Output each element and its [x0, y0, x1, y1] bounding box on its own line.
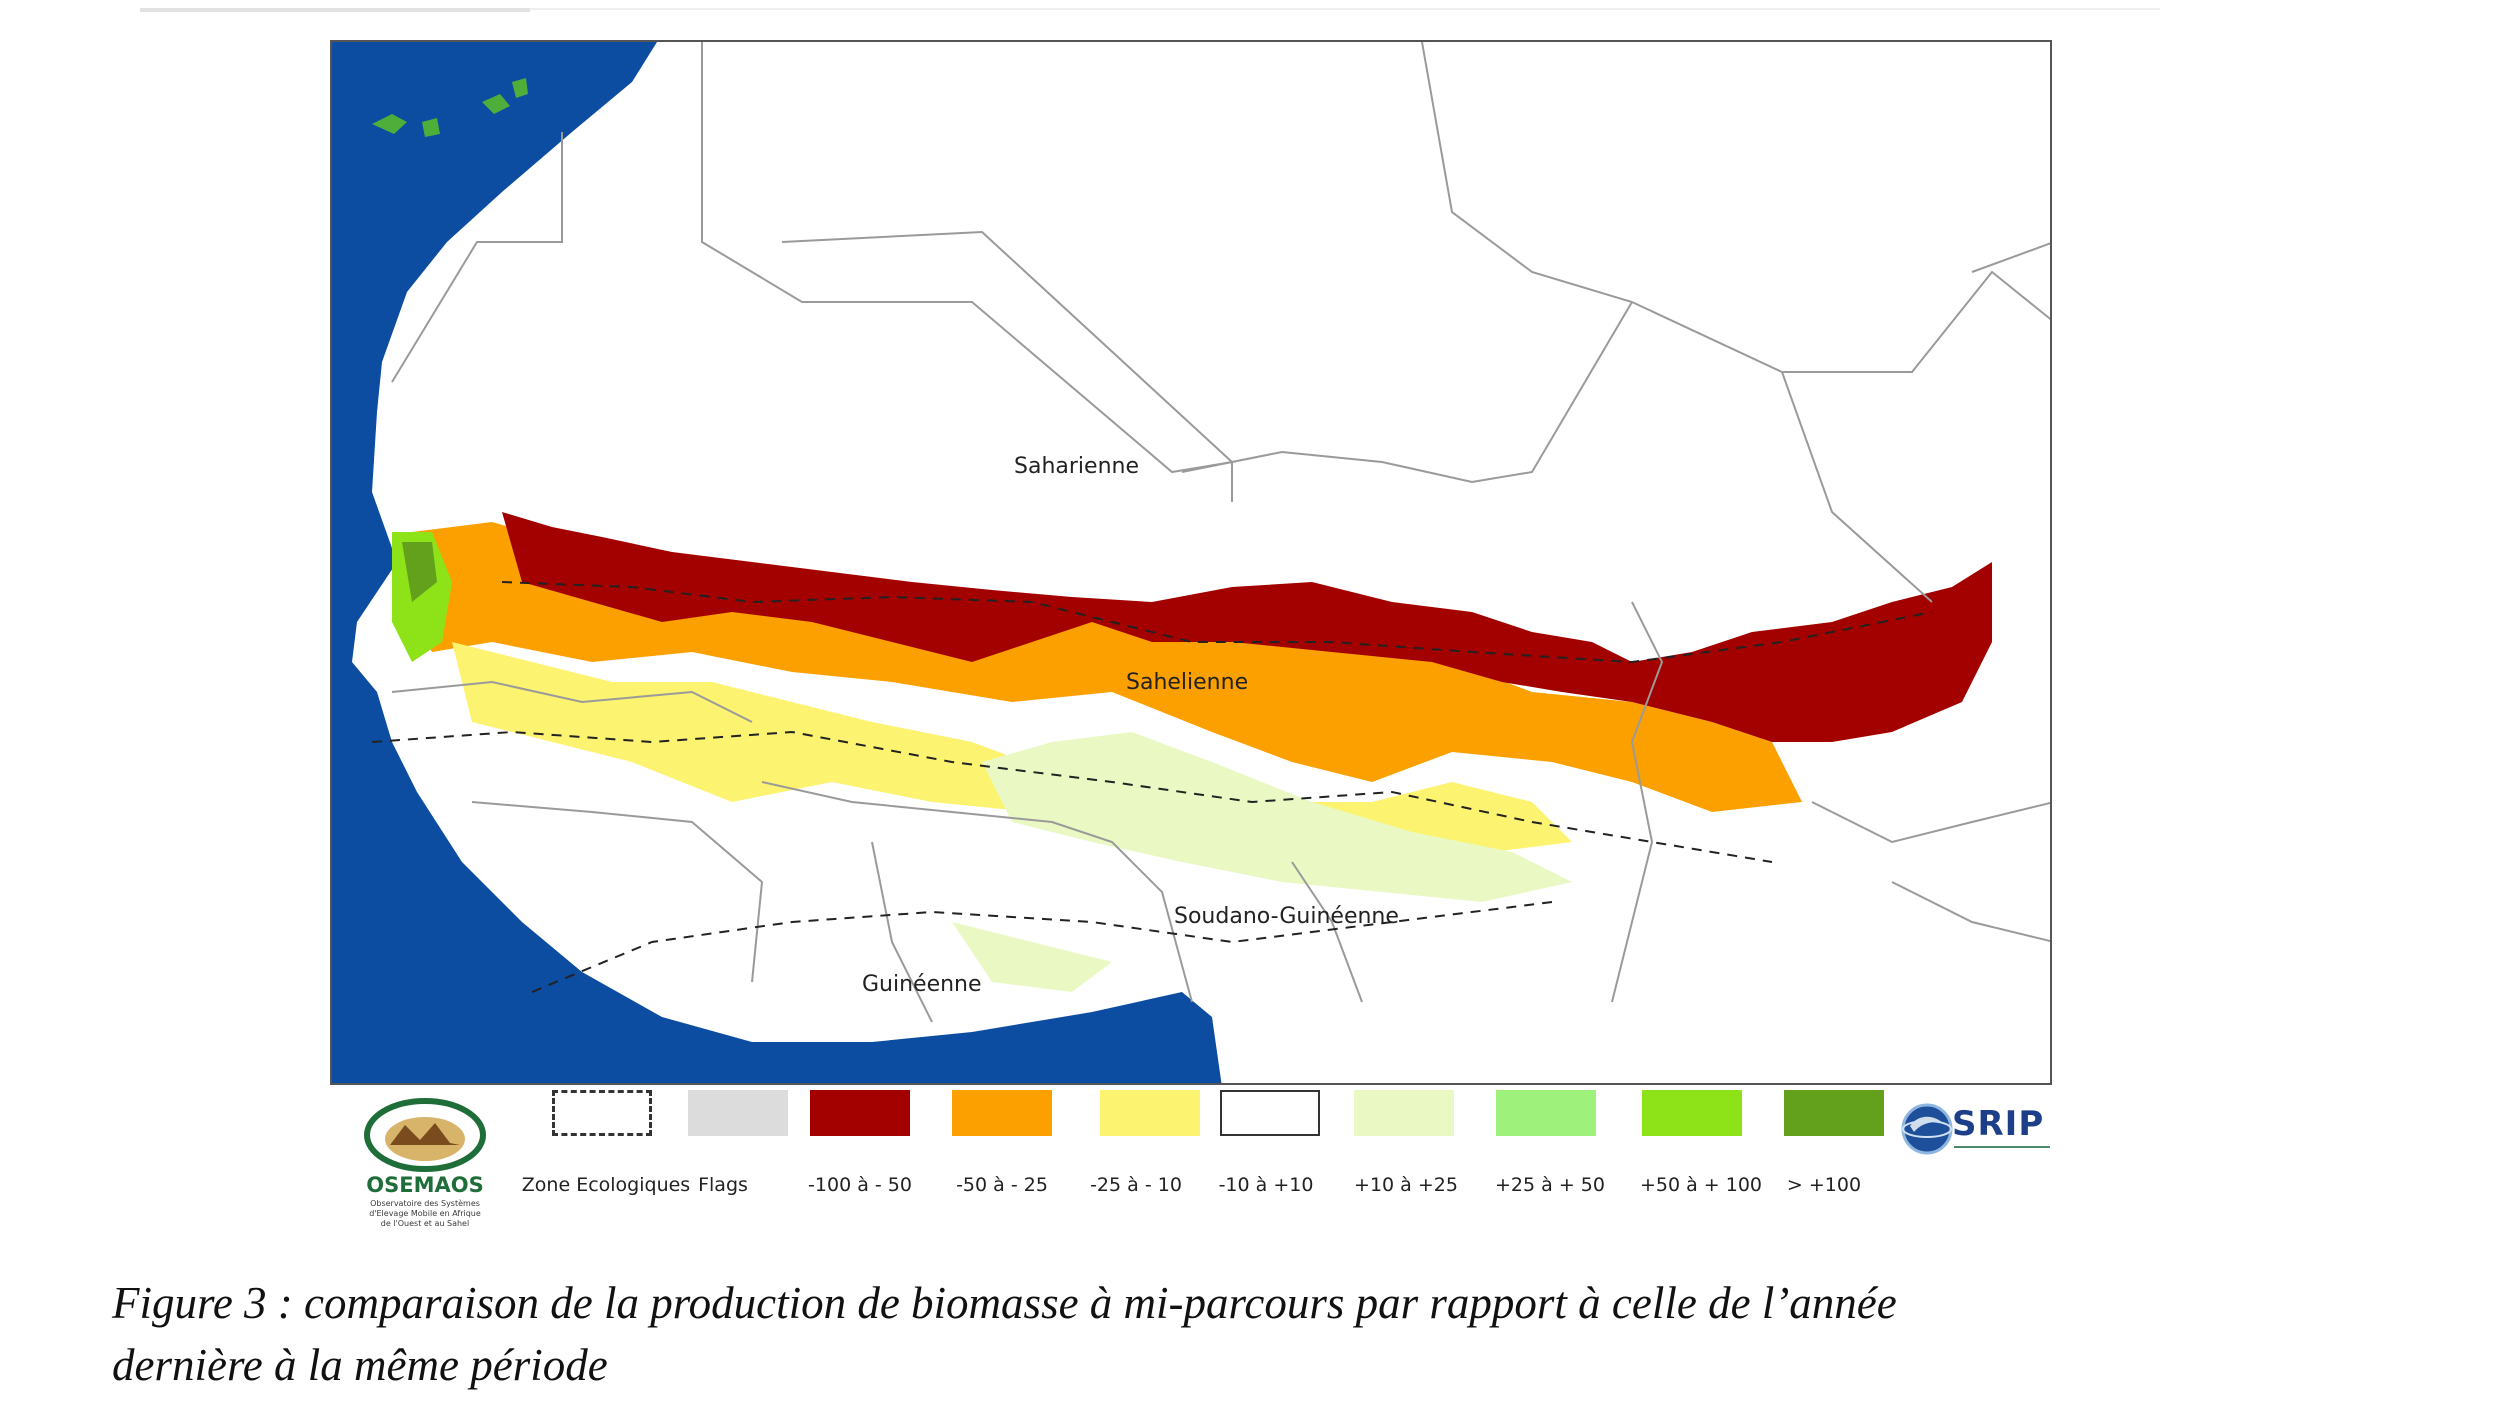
biomass-map: Saharienne Sahelienne Soudano-Guinéenne …: [330, 40, 2052, 1085]
legend-swatch-p25-p50: [1496, 1090, 1596, 1136]
osemaos-subtitle-2: d'Elevage Mobile en Afrique: [369, 1209, 481, 1218]
legend-label-p100: > +100: [1786, 1174, 1862, 1196]
legend-label-p50-p100: +50 à + 100: [1639, 1174, 1763, 1196]
legend-swatch-p50-p100: [1642, 1090, 1742, 1136]
ecological-zone-boundaries: [371, 581, 1933, 993]
zone-label-soudano-guineenne: Soudano-Guinéenne: [1174, 904, 1399, 929]
osemaos-logo: OSEMAOS Observatoire des Systèmes d'Elev…: [350, 1095, 500, 1235]
top-rule: [140, 8, 2160, 10]
legend-swatch-flags: [688, 1090, 788, 1136]
legend-swatch-p100: [1784, 1090, 1884, 1136]
srip-underline: [1954, 1146, 2050, 1148]
legend-label-flags: Flags: [698, 1174, 748, 1196]
zone-label-sahelienne: Sahelienne: [1126, 670, 1249, 695]
legend-label-m50-m25: -50 à - 25: [956, 1174, 1048, 1196]
osemaos-subtitle-3: de l'Ouest et au Sahel: [380, 1219, 470, 1228]
band-deficit-strong: [502, 512, 1992, 742]
srip-name: SRIP: [1952, 1104, 2045, 1144]
legend-swatch-m100-m50: [810, 1090, 910, 1136]
osemaos-subtitle-1: Observatoire des Systèmes: [370, 1199, 480, 1208]
atlantic-ocean: [332, 42, 1222, 1083]
top-rule-accent: [140, 8, 530, 12]
legend-swatch-p10-p25: [1354, 1090, 1454, 1136]
map-canvas: [332, 42, 2050, 1083]
legend-swatch-m50-m25: [952, 1090, 1052, 1136]
legend-swatch-m10-p10: [1220, 1090, 1320, 1136]
legend-swatch-m25-m10: [1100, 1090, 1200, 1136]
canary-islands: [372, 78, 528, 137]
caption-line-1: Figure 3 : comparaison de la production …: [112, 1278, 1897, 1328]
legend-label-m25-m10: -25 à - 10: [1090, 1174, 1182, 1196]
band-deficit-light: [452, 642, 1572, 852]
band-surplus-max: [402, 542, 437, 602]
legend-label-p25-p50: +25 à + 50: [1495, 1174, 1605, 1196]
osemaos-subtitle: Observatoire des Systèmes d'Elevage Mobi…: [350, 1199, 500, 1229]
map-legend: Zone Ecologiques Flags -100 à - 50 -50 à…: [330, 1090, 2052, 1240]
osemaos-name: OSEMAOS: [366, 1173, 484, 1197]
zone-label-guineenne: Guinéenne: [862, 972, 982, 997]
band-surplus-light: [952, 732, 1572, 992]
legend-label-m100-m50: -100 à - 50: [808, 1174, 912, 1196]
legend-label-m10-p10: -10 à +10: [1218, 1174, 1314, 1196]
figure-caption: Figure 3 : comparaison de la production …: [112, 1272, 2412, 1396]
legend-label-p10-p25: +10 à +25: [1354, 1174, 1458, 1196]
country-borders: [391, 42, 2050, 1023]
osemaos-eye-icon: [364, 1098, 486, 1172]
zone-label-saharienne: Saharienne: [1014, 454, 1139, 479]
srip-logo: SRIP: [1900, 1100, 2060, 1160]
legend-label-zone: Zone Ecologiques: [521, 1174, 691, 1196]
legend-swatch-zone: [552, 1090, 652, 1136]
caption-line-2: dernière à la même période: [112, 1340, 608, 1390]
globe-icon: [1901, 1103, 1953, 1155]
